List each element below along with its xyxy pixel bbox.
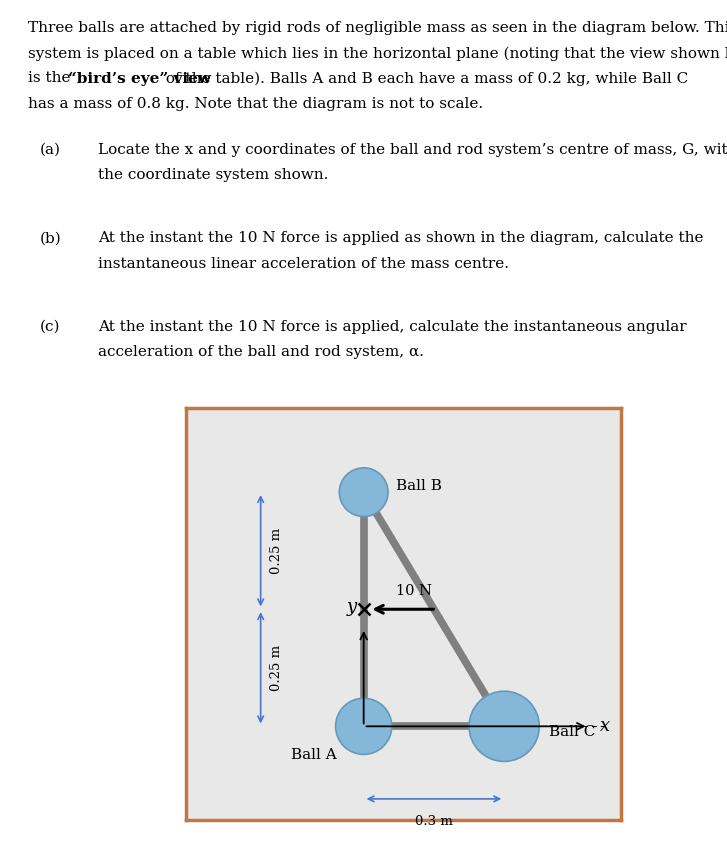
Text: 0.25 m: 0.25 m	[270, 645, 283, 690]
Text: is the: is the	[28, 71, 75, 86]
Text: Ball B: Ball B	[395, 479, 441, 493]
Text: acceleration of the ball and rod system, α.: acceleration of the ball and rod system,…	[98, 345, 424, 359]
Text: (c): (c)	[40, 320, 60, 334]
Text: 0.25 m: 0.25 m	[270, 527, 283, 574]
Text: has a mass of 0.8 kg. Note that the diagram is not to scale.: has a mass of 0.8 kg. Note that the diag…	[28, 97, 483, 111]
Circle shape	[336, 698, 392, 754]
Text: (a): (a)	[40, 143, 61, 157]
Text: instantaneous linear acceleration of the mass centre.: instantaneous linear acceleration of the…	[98, 257, 509, 271]
Text: the coordinate system shown.: the coordinate system shown.	[98, 168, 329, 182]
Text: Three balls are attached by rigid rods of negligible mass as seen in the diagram: Three balls are attached by rigid rods o…	[28, 21, 727, 35]
Text: (b): (b)	[40, 231, 62, 246]
Text: Ball A: Ball A	[291, 748, 337, 762]
Text: Ball C: Ball C	[549, 725, 595, 738]
Text: Locate the x and y coordinates of the ball and rod system’s centre of mass, G, w: Locate the x and y coordinates of the ba…	[98, 143, 727, 157]
Circle shape	[340, 468, 388, 516]
Text: of the table). Balls A and B each have a mass of 0.2 kg, while Ball C: of the table). Balls A and B each have a…	[161, 71, 688, 86]
Text: “bird’s eye” view: “bird’s eye” view	[68, 71, 212, 86]
Circle shape	[469, 691, 539, 761]
Text: y: y	[347, 598, 357, 616]
Text: system is placed on a table which lies in the horizontal plane (noting that the : system is placed on a table which lies i…	[28, 46, 727, 61]
Text: 10 N: 10 N	[395, 584, 432, 598]
Text: At the instant the 10 N force is applied as shown in the diagram, calculate the: At the instant the 10 N force is applied…	[98, 231, 704, 246]
Text: At the instant the 10 N force is applied, calculate the instantaneous angular: At the instant the 10 N force is applied…	[98, 320, 687, 334]
Text: x: x	[601, 717, 610, 735]
Text: 0.3 m: 0.3 m	[415, 815, 453, 828]
